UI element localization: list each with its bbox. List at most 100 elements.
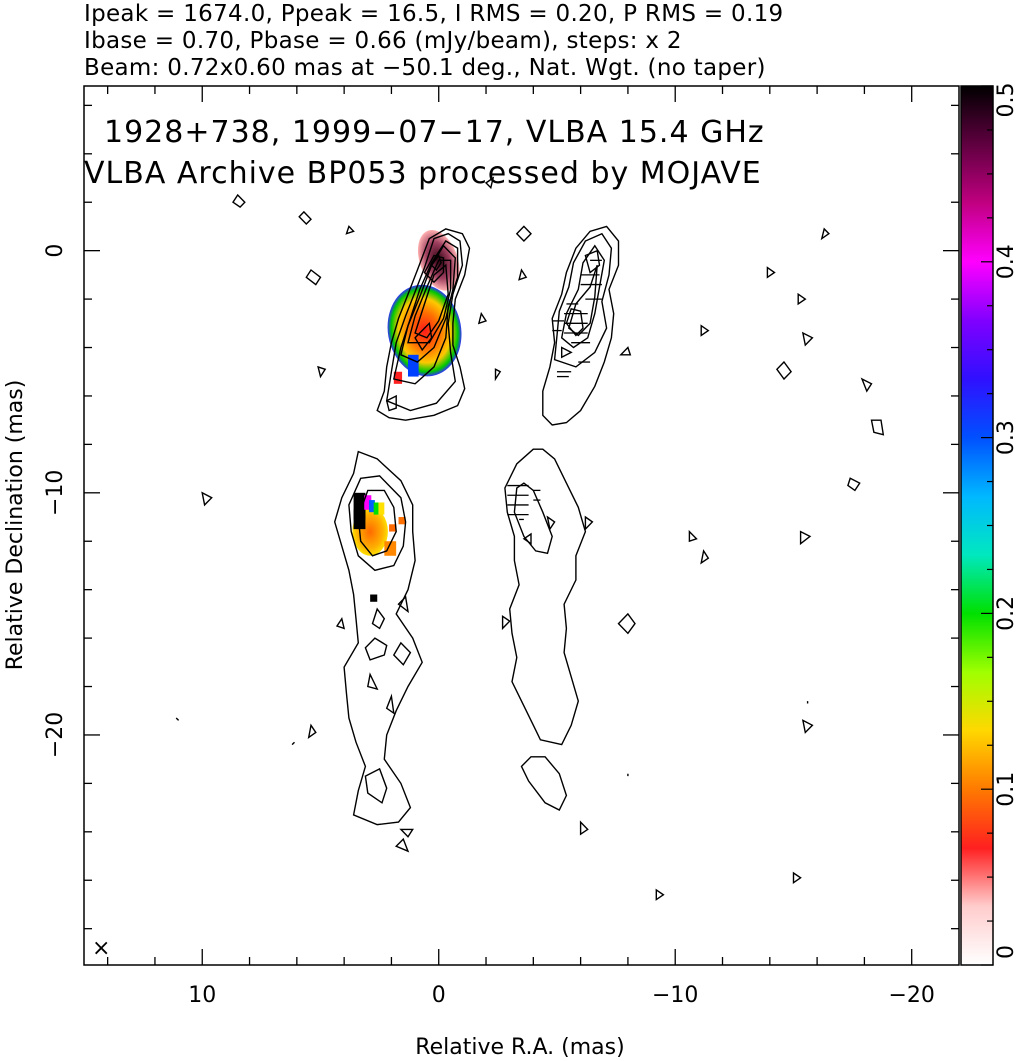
- contour-top-left: [414, 321, 433, 352]
- contour-bottom-right: [579, 820, 589, 836]
- contour-bottom-left: [371, 607, 386, 630]
- polarization-pixel: [373, 502, 380, 515]
- contour-top-right: [860, 377, 873, 393]
- x-tick-label: 10: [188, 983, 216, 1008]
- contour-bottom-right: [501, 614, 511, 631]
- colorbar-frame: [960, 85, 994, 966]
- axis-ticks: [84, 86, 959, 965]
- contour-bottom-right: [655, 888, 665, 901]
- polarization-pixel: [393, 371, 403, 384]
- contour-bottom-left: [307, 723, 317, 739]
- contour-top-right: [542, 225, 620, 426]
- x-tick-label: −20: [888, 983, 934, 1008]
- contour-bottom-right: [504, 448, 587, 746]
- contour-bottom-left: [366, 672, 379, 691]
- contour-top-left: [317, 365, 327, 379]
- y-tick-label: −10: [43, 470, 68, 516]
- contour-top-right: [561, 346, 573, 359]
- plot-frame: [83, 85, 960, 966]
- contour-top-left: [376, 228, 471, 421]
- polarization-pixel: [378, 502, 385, 515]
- contour-bottom-left: [333, 450, 423, 826]
- contour-top-right: [584, 249, 601, 274]
- polarization-pixel: [353, 492, 366, 520]
- contour-top-left: [232, 193, 246, 209]
- colorbar: 0 0.1 0.2 0.3 0.4 0.5: [961, 83, 1019, 966]
- contour-top-right: [700, 324, 710, 337]
- contour-bottom-left: [335, 616, 346, 630]
- contour-bottom-left: [399, 828, 414, 838]
- contour-top-left: [477, 311, 488, 325]
- contour-top-left: [430, 253, 442, 272]
- contour-top-right: [820, 227, 830, 241]
- contour-bottom-right: [617, 612, 636, 635]
- contour-top-left: [345, 225, 355, 235]
- polarization-pixel: [407, 354, 419, 377]
- contour-bottom-right: [799, 530, 812, 546]
- contour-top-right: [870, 419, 885, 436]
- contour-bottom-left: [394, 837, 410, 853]
- contour-top-left: [298, 210, 312, 225]
- contour-top-left: [494, 368, 502, 382]
- contour-top-left: [484, 176, 495, 190]
- y-tick-label: −20: [43, 712, 68, 758]
- contour-top-right: [619, 346, 632, 356]
- colorbar-tick-label: 0.4: [994, 244, 1019, 279]
- contour-top-right: [766, 266, 776, 279]
- header-line-3: Beam: 0.72x0.60 mas at −50.1 deg., Nat. …: [84, 55, 766, 81]
- overlay-title-line-1: 1928+738, 1999−07−17, VLBA 15.4 GHz: [104, 115, 765, 150]
- polarization-pixel: [389, 524, 397, 532]
- contour-bottom-right: [522, 532, 532, 546]
- overlay-title-line-2: VLBA Archive BP053 processed by MOJAVE: [84, 156, 762, 191]
- contour-layer: [175, 176, 885, 901]
- contour-top-left: [423, 254, 445, 284]
- contour-bottom-left: [175, 717, 180, 721]
- polarization-pixel: [370, 594, 378, 602]
- header-line-1: Ipeak = 1674.0, Ppeak = 16.5, I RMS = 0.…: [84, 1, 784, 27]
- contour-bottom-left: [291, 741, 295, 746]
- contour-bottom-left: [397, 595, 409, 614]
- header-line-2: Ibase = 0.70, Pbase = 0.66 (mJy/beam), s…: [84, 28, 682, 54]
- polarization-pixel: [368, 500, 375, 513]
- contour-top-left: [201, 491, 213, 507]
- x-axis-label: Relative R.A. (mas): [415, 1035, 624, 1060]
- contour-top-left: [305, 268, 322, 286]
- contour-top-left: [385, 232, 464, 412]
- contour-bottom-left: [357, 489, 397, 557]
- colorbar-tick-label: 0.2: [994, 596, 1019, 631]
- contour-bottom-left: [348, 475, 407, 572]
- x-tick-label: 0: [432, 983, 446, 1008]
- contour-top-left: [407, 259, 452, 344]
- beam-marker: ×: [92, 936, 110, 961]
- contour-bottom-right: [520, 756, 568, 811]
- y-tick-label: 0: [43, 244, 68, 258]
- contour-bottom-left: [364, 767, 388, 804]
- colorbar-tick-label: 0.3: [994, 420, 1019, 455]
- contour-bottom-right: [513, 482, 553, 555]
- contour-top-right: [847, 477, 861, 492]
- contour-bottom-right: [801, 719, 814, 734]
- contour-top-right: [553, 232, 613, 368]
- contour-top-right: [801, 331, 814, 347]
- contour-top-right: [797, 292, 807, 306]
- contour-top-right: [518, 268, 528, 281]
- contour-top-left: [414, 263, 449, 339]
- polarization-pixel: [353, 509, 366, 530]
- colorbar-tick-label: 0.1: [994, 772, 1019, 807]
- colorbar-tick-label: 0.5: [994, 83, 1019, 118]
- contour-top-left: [400, 244, 457, 363]
- colorbar-tick-label: 0: [994, 945, 1019, 959]
- contour-top-left: [515, 225, 532, 243]
- x-tick-label: −10: [652, 983, 698, 1008]
- contour-top-left: [385, 394, 397, 412]
- contour-bottom-right: [546, 515, 556, 531]
- contour-top-right: [775, 360, 793, 381]
- polarization-pixel: [398, 517, 406, 525]
- contour-bottom-left: [392, 641, 412, 666]
- contour-bottom-right: [700, 549, 710, 565]
- contour-top-right: [560, 244, 606, 349]
- contour-bottom-right: [792, 871, 802, 885]
- polarization-pixel: [384, 541, 397, 556]
- contour-bottom-left: [385, 693, 395, 715]
